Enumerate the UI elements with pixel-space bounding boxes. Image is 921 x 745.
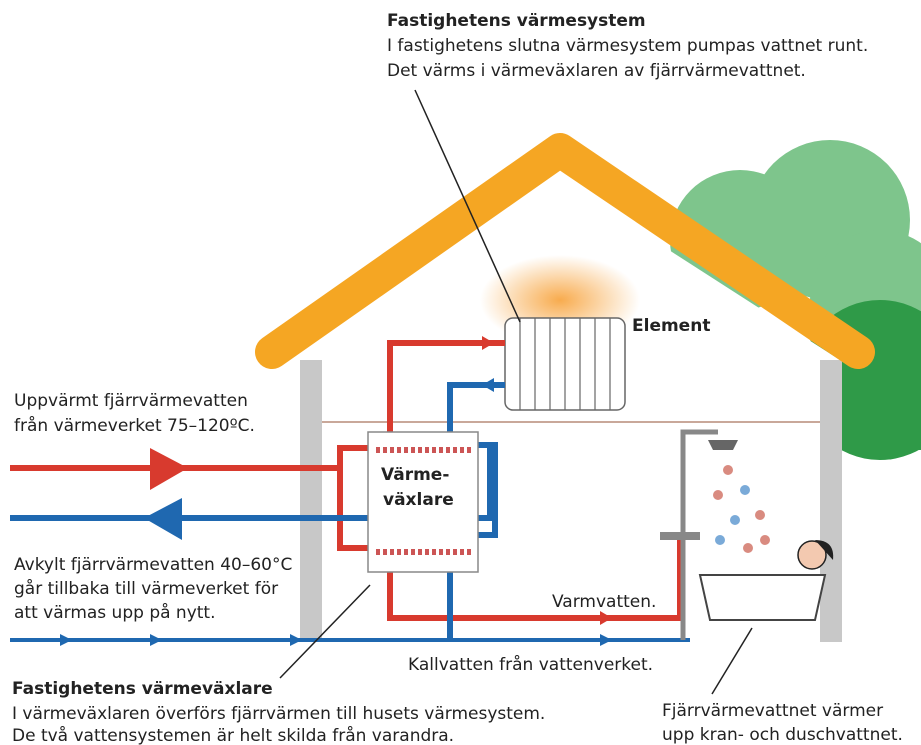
heat-exchanger-part — [376, 447, 471, 555]
pipes-part — [337, 468, 683, 621]
note-line: går tillbaka till värmeverket för — [14, 578, 278, 599]
note-line: I värmeväxlaren överförs fjärrvärmen til… — [12, 704, 545, 724]
shower-part — [680, 429, 718, 640]
label: Kallvatten från vattenverket. — [408, 654, 653, 675]
title: Fastighetens värmeväxlare — [12, 679, 273, 699]
note-line: att värmas upp på nytt. — [14, 602, 216, 623]
arrows-part — [290, 634, 302, 646]
note-line: I fastighetens slutna värmesystem pumpas… — [387, 36, 868, 56]
house-part — [255, 133, 875, 369]
arrows-part — [150, 448, 188, 490]
leader-lines-part — [414, 89, 521, 323]
label: Varmvatten. — [552, 592, 656, 612]
shower-part — [723, 465, 733, 475]
title: Fastighetens värmesystem — [387, 11, 646, 31]
label: växlare — [383, 490, 454, 510]
arrows-part — [144, 498, 182, 540]
note-line: upp kran- och duschvattnet. — [662, 725, 903, 745]
arrows-part — [600, 634, 612, 646]
note-line: Fjärrvärmevattnet värmer — [662, 701, 883, 721]
note-line: Det värms i värmeväxlaren av fjärrvärmev… — [387, 61, 806, 81]
note-line: Avkylt fjärrvärmevatten 40–60°C — [14, 555, 292, 575]
shower-part — [708, 440, 738, 450]
shower-part — [743, 543, 753, 553]
arrows-part — [482, 336, 494, 350]
heat-exchanger — [367, 431, 479, 573]
arrows-part — [150, 634, 162, 646]
arrows-part — [482, 378, 494, 392]
pipes-part — [10, 340, 505, 471]
leader-lines — [279, 89, 753, 695]
house-part — [300, 360, 322, 642]
label: Element — [632, 316, 710, 336]
note-line: från värmeverket 75–120ºC. — [14, 415, 255, 436]
leader-lines-part — [711, 627, 753, 695]
radiator — [480, 255, 640, 411]
shower-part — [797, 540, 827, 570]
shower-part — [660, 532, 700, 540]
note-line: De två vattensystemen är helt skilda frå… — [12, 725, 454, 745]
shower-part — [740, 485, 750, 495]
shower-part — [730, 515, 740, 525]
heat-exchanger-part — [367, 431, 479, 573]
shower-part — [713, 490, 723, 500]
shower-part — [755, 510, 765, 520]
shower-part — [760, 535, 770, 545]
radiator-part — [519, 318, 611, 410]
note-line: Uppvärmt fjärrvärmevatten — [14, 391, 248, 411]
shower-part — [698, 574, 827, 621]
arrows-part — [60, 634, 72, 646]
shower-part — [815, 540, 834, 560]
shower-part — [715, 535, 725, 545]
house-part — [820, 360, 842, 642]
label: Värme- — [381, 465, 449, 485]
leader-lines-part — [279, 584, 371, 679]
arrows — [60, 336, 612, 646]
arrows-part — [600, 611, 612, 625]
shower — [660, 429, 834, 640]
